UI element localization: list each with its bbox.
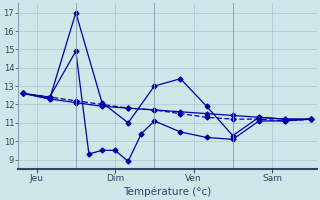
X-axis label: Température (°c): Température (°c) — [123, 186, 212, 197]
